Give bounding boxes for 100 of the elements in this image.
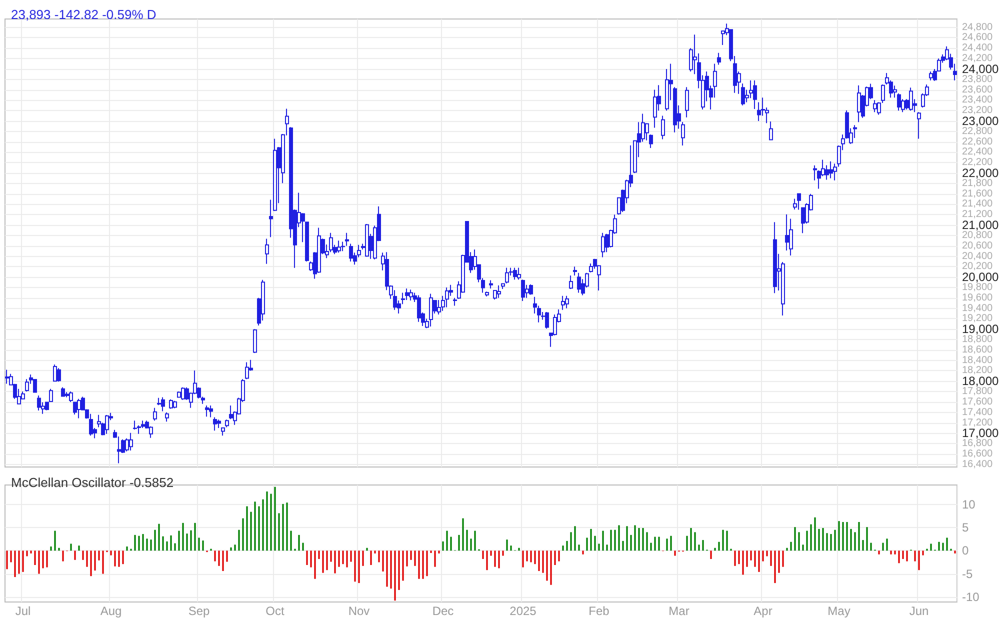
y-tick-label: 19,000	[962, 322, 1000, 336]
candlestick	[897, 92, 901, 112]
y-tick-label: 20,000	[962, 270, 1000, 284]
candlestick	[89, 413, 93, 436]
y-tick-label: 24,000	[962, 62, 1000, 76]
y-tick-label: 17,000	[962, 426, 1000, 440]
candlestick	[53, 364, 57, 382]
candlestick	[565, 295, 569, 309]
y-tick-label: 21,200	[962, 209, 994, 220]
candlestick	[741, 83, 745, 106]
candlestick	[685, 86, 689, 118]
candlestick	[661, 115, 665, 140]
y-tick-label: 24,400	[962, 42, 994, 54]
candlestick	[769, 121, 773, 141]
candlestick	[445, 286, 449, 308]
candlestick	[5, 369, 9, 384]
candlestick	[129, 432, 133, 452]
candlestick	[569, 275, 573, 290]
candlestick	[105, 414, 109, 434]
y-tick-label: 23,000	[962, 114, 1000, 128]
candlestick	[25, 378, 29, 392]
candlestick	[489, 280, 493, 290]
candlestick	[521, 279, 525, 302]
y-tick-label: 20,400	[962, 250, 994, 262]
candlestick	[213, 416, 217, 432]
y-tick-label: 20,600	[962, 240, 994, 252]
candlestick	[253, 328, 257, 354]
candlestick	[829, 160, 833, 179]
candlestick	[69, 391, 73, 402]
candlestick	[217, 419, 221, 428]
y-tick-label: 22,800	[962, 126, 994, 137]
candlestick	[61, 386, 65, 398]
candlestick	[17, 388, 21, 404]
candlestick	[517, 267, 521, 280]
candlestick	[577, 272, 581, 294]
y-tick-label: 16,400	[962, 458, 994, 470]
x-tick-label: 2025	[510, 604, 537, 618]
candlestick	[601, 232, 605, 258]
y-tick-label: 5	[962, 520, 969, 535]
candlestick	[773, 222, 777, 294]
y-tick-label: 19,400	[962, 302, 994, 314]
y-tick-label: 17,200	[962, 417, 994, 428]
candlestick	[345, 232, 349, 246]
candlestick	[265, 238, 269, 264]
candlestick	[485, 291, 489, 297]
candlestick	[529, 284, 533, 296]
candlestick	[437, 299, 441, 316]
x-tick-label: Aug	[100, 604, 122, 618]
candlestick	[77, 398, 81, 419]
candlestick	[181, 386, 185, 400]
candlestick	[513, 267, 517, 280]
chart-title: 23,893 -142.82 -0.59% D	[11, 7, 156, 22]
candlestick	[261, 279, 265, 322]
x-tick-label: Dec	[432, 604, 454, 618]
y-tick-label: -10	[962, 590, 980, 604]
y-tick-label: 16,800	[962, 438, 994, 450]
y-tick-label: 19,600	[962, 292, 994, 304]
y-tick-label: 18,000	[962, 374, 1000, 388]
x-tick-label: Oct	[266, 604, 285, 618]
candlestick	[225, 419, 229, 428]
candlestick	[573, 266, 577, 276]
candlestick	[673, 86, 677, 133]
candlestick	[245, 362, 249, 380]
y-tick-label: 23,800	[962, 74, 994, 85]
candlestick	[205, 405, 209, 418]
candlestick	[429, 293, 433, 328]
y-tick-label: 0	[962, 544, 969, 558]
candlestick	[341, 241, 345, 252]
candlestick	[209, 405, 213, 418]
y-tick-label: 24,800	[962, 22, 994, 33]
y-tick-label: 18,200	[962, 365, 994, 376]
candlestick	[501, 282, 505, 290]
y-tick-label: 21,600	[962, 188, 994, 200]
candlestick	[505, 267, 509, 284]
x-tick-label: Jul	[15, 604, 31, 618]
candlestick	[137, 424, 141, 434]
candlestick	[405, 288, 409, 300]
y-tick-label: 22,000	[962, 166, 1000, 180]
candlestick	[589, 263, 593, 273]
x-tick-label: Apr	[754, 604, 772, 618]
y-tick-label: -5	[962, 566, 973, 581]
candlestick	[169, 398, 173, 410]
x-tick-label: Mar	[668, 604, 690, 618]
candlestick	[653, 89, 657, 128]
candlestick	[753, 80, 757, 110]
candlestick	[365, 224, 369, 258]
y-tick-label: 22,200	[962, 157, 994, 168]
candlestick	[917, 112, 921, 140]
y-tick-label: 23,400	[962, 94, 994, 106]
candlestick	[417, 294, 421, 322]
y-tick-label: 10	[962, 497, 976, 512]
candlestick	[873, 100, 877, 113]
y-tick-label: 18,600	[962, 344, 994, 356]
y-tick-label: 17,600	[962, 396, 994, 408]
candlestick	[57, 368, 61, 382]
candlestick	[757, 102, 761, 122]
candlestick	[349, 243, 353, 262]
candlestick	[497, 284, 501, 298]
candlestick	[493, 290, 497, 300]
candlestick	[153, 407, 157, 422]
